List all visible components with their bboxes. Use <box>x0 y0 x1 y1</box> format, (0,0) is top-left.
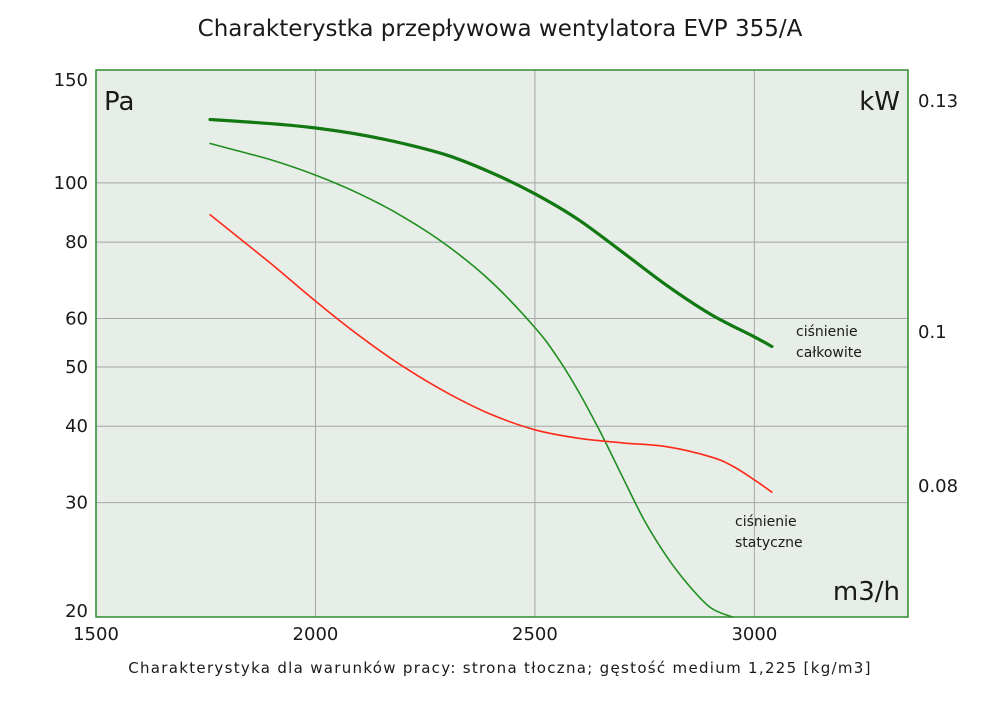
y2-tick-label: 0.1 <box>918 322 947 343</box>
y2-axis-unit-label: kW <box>859 87 900 117</box>
x-tick-label: 1500 <box>73 624 119 645</box>
plot-frame <box>95 69 909 618</box>
y-tick-label: 40 <box>65 416 88 437</box>
series-label-static-pressure: statyczne <box>735 535 803 551</box>
y-tick-label: 30 <box>65 493 88 514</box>
y2-tick-label: 0.13 <box>918 91 958 112</box>
y-tick-label: 150 <box>54 70 88 91</box>
y-tick-label: 50 <box>65 357 88 378</box>
y2-tick-label: 0.08 <box>918 476 958 497</box>
series-label-total-pressure: ciśnienie <box>796 324 858 340</box>
x-tick-label: 3000 <box>731 624 777 645</box>
y-tick-label: 80 <box>65 232 88 253</box>
series-line-total-pressure <box>208 117 774 349</box>
x-axis-unit-label: m3/h <box>833 577 900 607</box>
axis-ticks: 1500 2000 2500 3000 20 30 40 50 60 80 100 150 0.08 0.… <box>54 70 958 645</box>
chart-footer: Charakterystyka dla warunków pracy: stro… <box>128 659 872 677</box>
y-tick-label: 60 <box>65 309 88 330</box>
y-axis-unit-label: Pa <box>104 87 134 117</box>
plot-border <box>95 69 909 618</box>
x-tick-label: 2500 <box>512 624 558 645</box>
x-tick-label: 2000 <box>293 624 339 645</box>
plot-background <box>96 70 908 617</box>
series-line-static-pressure <box>209 142 734 618</box>
series-labels: ciśnienie całkowite ciśnienie statyczne <box>735 324 862 551</box>
y-tick-label: 20 <box>65 601 88 622</box>
series-line-power <box>209 214 773 493</box>
series-lines <box>208 117 774 618</box>
series-label-total-pressure: całkowite <box>796 345 862 361</box>
y-tick-label: 100 <box>54 173 88 194</box>
series-label-static-pressure: ciśnienie <box>735 514 797 530</box>
chart-title: Charakterystka przepływowa wentylatora E… <box>197 16 803 42</box>
grid <box>96 70 908 617</box>
